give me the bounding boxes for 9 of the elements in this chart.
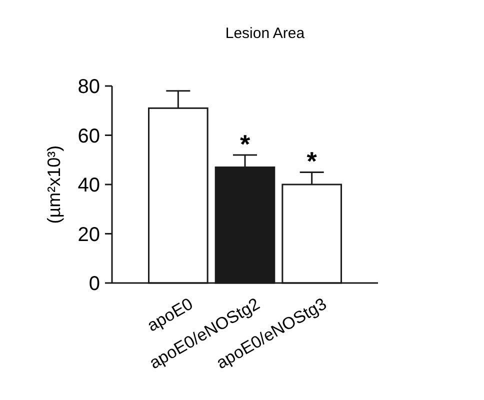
y-tick-label: 40 [78,174,100,196]
annotation: * [240,128,251,159]
y-tick-label: 60 [78,125,100,148]
y-tick-label: 20 [78,224,100,246]
y-tick-label: 80 [78,76,100,98]
annotation: * [306,146,318,176]
y-tick-label: 0 [88,273,100,295]
chart-title: Lesion Area [225,25,306,42]
y-axis-title: (µm²x10³) [44,145,64,224]
